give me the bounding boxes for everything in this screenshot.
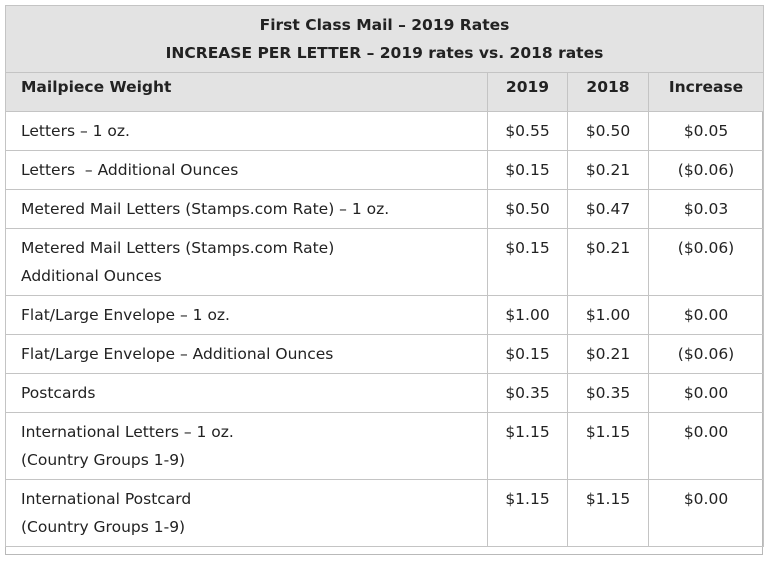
table-row: International Postcard (Country Groups 1… bbox=[5, 479, 764, 547]
table-title: First Class Mail – 2019 Rates bbox=[259, 16, 510, 34]
cell-2019: $0.15 bbox=[487, 334, 568, 374]
rates-table: First Class Mail – 2019 Rates INCREASE P… bbox=[5, 5, 764, 547]
header-2019: 2019 bbox=[487, 72, 568, 112]
row-label: Metered Mail Letters (Stamps.com Rate) –… bbox=[5, 189, 488, 229]
cell-2019: $1.00 bbox=[487, 295, 568, 335]
row-label-line1: Metered Mail Letters (Stamps.com Rate) –… bbox=[21, 200, 390, 218]
title-cell: First Class Mail – 2019 Rates INCREASE P… bbox=[5, 5, 764, 73]
table-row: Letters – Additional Ounces $0.15 $0.21 … bbox=[5, 150, 764, 190]
row-label-line2: (Country Groups 1-9) bbox=[21, 518, 186, 536]
cell-2018: $1.15 bbox=[567, 412, 649, 480]
cell-increase: ($0.06) bbox=[648, 228, 764, 296]
cell-2018: $0.47 bbox=[567, 189, 649, 229]
cell-2019: $0.55 bbox=[487, 111, 568, 151]
cell-increase: ($0.06) bbox=[648, 334, 764, 374]
table-row: Letters – 1 oz. $0.55 $0.50 $0.05 bbox=[5, 111, 764, 151]
cell-2019: $1.15 bbox=[487, 479, 568, 547]
row-label-line1: International Letters – 1 oz. bbox=[21, 423, 234, 441]
row-label-line1: Metered Mail Letters (Stamps.com Rate) bbox=[21, 239, 335, 257]
row-label-line2: Additional Ounces bbox=[21, 267, 162, 285]
table-row: Flat/Large Envelope – Additional Ounces … bbox=[5, 334, 764, 374]
cell-2018: $1.15 bbox=[567, 479, 649, 547]
row-label: Postcards bbox=[5, 373, 488, 413]
table-row: International Letters – 1 oz. (Country G… bbox=[5, 412, 764, 480]
cell-2018: $0.21 bbox=[567, 228, 649, 296]
row-label-line1: Flat/Large Envelope – 1 oz. bbox=[21, 306, 230, 324]
cell-2019: $0.50 bbox=[487, 189, 568, 229]
table-row: Flat/Large Envelope – 1 oz. $1.00 $1.00 … bbox=[5, 295, 764, 335]
row-label-line1: Letters – Additional Ounces bbox=[21, 161, 239, 179]
cell-2018: $0.35 bbox=[567, 373, 649, 413]
cell-2018: $0.21 bbox=[567, 150, 649, 190]
row-label: Letters – 1 oz. bbox=[5, 111, 488, 151]
row-label-line2: (Country Groups 1-9) bbox=[21, 451, 186, 469]
cell-increase: ($0.06) bbox=[648, 150, 764, 190]
title-row: First Class Mail – 2019 Rates INCREASE P… bbox=[5, 5, 764, 73]
cell-2018: $1.00 bbox=[567, 295, 649, 335]
cell-2019: $0.15 bbox=[487, 228, 568, 296]
cell-2019: $1.15 bbox=[487, 412, 568, 480]
table-row: Metered Mail Letters (Stamps.com Rate) –… bbox=[5, 189, 764, 229]
row-label: International Letters – 1 oz. (Country G… bbox=[5, 412, 488, 480]
header-increase: Increase bbox=[648, 72, 764, 112]
row-label: International Postcard (Country Groups 1… bbox=[5, 479, 488, 547]
cell-increase: $0.03 bbox=[648, 189, 764, 229]
cell-increase: $0.00 bbox=[648, 373, 764, 413]
row-label-line1: Flat/Large Envelope – Additional Ounces bbox=[21, 345, 334, 363]
row-label-line1: International Postcard bbox=[21, 490, 192, 508]
cell-2019: $0.35 bbox=[487, 373, 568, 413]
row-label-line1: Letters – 1 oz. bbox=[21, 122, 130, 140]
row-label: Flat/Large Envelope – Additional Ounces bbox=[5, 334, 488, 374]
cell-2019: $0.15 bbox=[487, 150, 568, 190]
header-weight: Mailpiece Weight bbox=[5, 72, 488, 112]
cell-increase: $0.00 bbox=[648, 295, 764, 335]
cell-2018: $0.50 bbox=[567, 111, 649, 151]
row-label: Metered Mail Letters (Stamps.com Rate) A… bbox=[5, 228, 488, 296]
row-label-line1: Postcards bbox=[21, 384, 96, 402]
header-row: Mailpiece Weight 2019 2018 Increase bbox=[5, 72, 764, 112]
table-subtitle: INCREASE PER LETTER – 2019 rates vs. 201… bbox=[165, 44, 604, 62]
cell-2018: $0.21 bbox=[567, 334, 649, 374]
header-2018: 2018 bbox=[567, 72, 649, 112]
cell-increase: $0.00 bbox=[648, 412, 764, 480]
cell-increase: $0.05 bbox=[648, 111, 764, 151]
table-row: Metered Mail Letters (Stamps.com Rate) A… bbox=[5, 228, 764, 296]
row-label: Letters – Additional Ounces bbox=[5, 150, 488, 190]
row-label: Flat/Large Envelope – 1 oz. bbox=[5, 295, 488, 335]
table-row: Postcards $0.35 $0.35 $0.00 bbox=[5, 373, 764, 413]
cell-increase: $0.00 bbox=[648, 479, 764, 547]
